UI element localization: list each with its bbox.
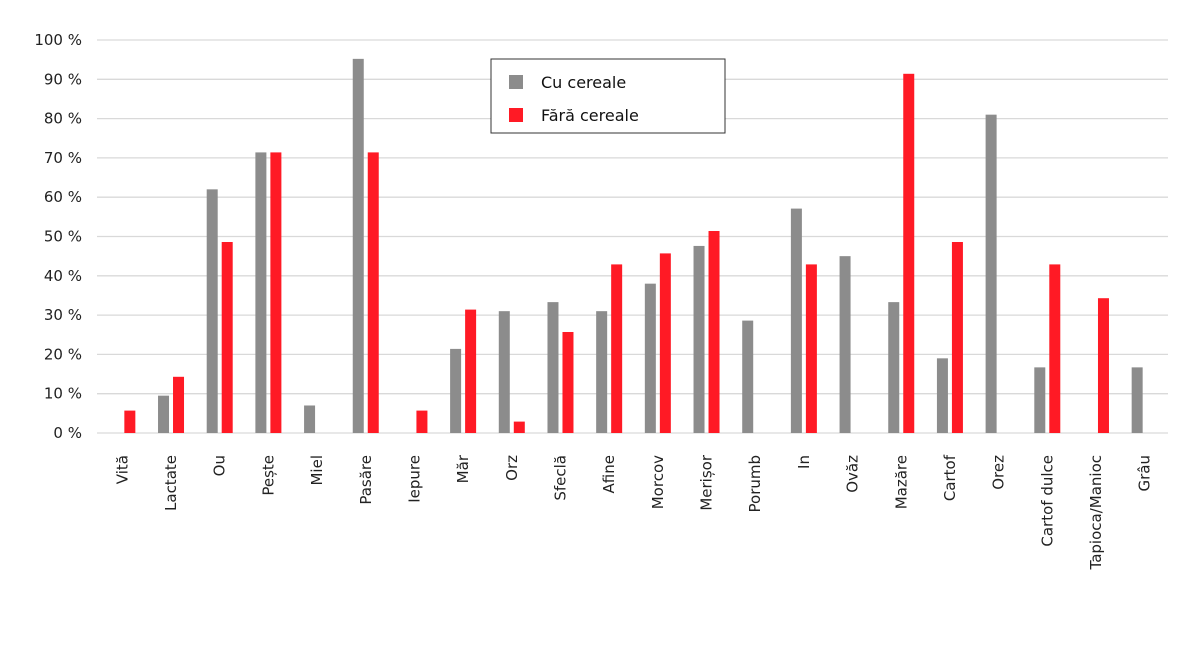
bar-fara-cereale (805, 264, 817, 433)
y-tick-label: 10 % (44, 385, 82, 403)
x-tick-label: In (795, 455, 813, 469)
bar-cu-cereale (644, 283, 656, 433)
x-tick-label: Miel (308, 455, 326, 486)
legend-box (490, 58, 726, 134)
bar-fara-cereale (659, 253, 671, 433)
x-tick-label: Tapioca/Manioc (1087, 455, 1105, 570)
bar-fara-cereale (367, 152, 379, 433)
bar-cu-cereale (596, 311, 608, 433)
x-tick-label: Morcov (649, 455, 667, 509)
bar-cu-cereale (790, 208, 802, 433)
bar-cu-cereale (888, 302, 900, 433)
x-tick-label: Cartof dulce (1038, 455, 1056, 547)
bar-cu-cereale (839, 256, 851, 433)
legend-label-fara-cereale: Fără cereale (541, 106, 639, 125)
bar-cu-cereale (352, 58, 364, 433)
bar-fara-cereale (416, 410, 428, 433)
y-axis-ticks: 0 % 10 % 20 % 30 % 40 % 50 % 60 % 70 % 80 % 90 % 1… (34, 31, 82, 442)
y-tick-label: 70 % (44, 149, 82, 167)
y-tick-label: 30 % (44, 306, 82, 324)
x-tick-label: Afine (600, 455, 618, 493)
bar-fara-cereale (562, 331, 574, 433)
bar-cu-cereale (1131, 367, 1143, 433)
x-tick-label: Ou (211, 455, 229, 476)
legend-swatch-cu-cereale (509, 75, 523, 89)
bar-fara-cereale (513, 421, 525, 433)
bar-fara-cereale (221, 242, 233, 433)
x-tick-label: Vită (113, 455, 131, 484)
bar-cu-cereale (1034, 367, 1046, 433)
y-tick-label: 40 % (44, 267, 82, 285)
bar-cu-cereale (693, 245, 705, 433)
x-tick-label: Orez (990, 455, 1008, 490)
legend-swatch-fara-cereale (509, 108, 523, 122)
x-axis-labels: Vită Lactate Ou Pește Miel Pasăre Iepure Măr Orz… (113, 454, 1153, 570)
x-tick-label: Lactate (162, 455, 180, 511)
bar-cu-cereale (742, 320, 754, 433)
x-tick-label: Iepure (405, 455, 423, 503)
bar-cu-cereale (255, 152, 267, 433)
bar-cu-cereale (450, 348, 462, 433)
bar-cu-cereale (936, 358, 948, 433)
bar-cu-cereale (304, 405, 316, 433)
x-tick-label: Ovăz (844, 455, 862, 493)
x-tick-label: Merișor (698, 454, 716, 510)
x-tick-label: Măr (454, 454, 472, 483)
y-tick-label: 80 % (44, 110, 82, 128)
bar-fara-cereale (270, 152, 282, 433)
bar-cu-cereale (985, 114, 997, 434)
bar-cu-cereale (206, 189, 218, 433)
x-tick-label: Sfeclă (551, 455, 569, 501)
bar-fara-cereale (903, 73, 915, 433)
legend: Cu cereale Fără cereale (490, 58, 726, 134)
bar-fara-cereale (465, 309, 477, 433)
y-tick-label: 60 % (44, 188, 82, 206)
bar-fara-cereale (124, 410, 136, 433)
bar-fara-cereale (1097, 298, 1109, 433)
bars (124, 58, 1143, 434)
bar-fara-cereale (611, 264, 623, 433)
x-tick-label: Mazăre (892, 455, 910, 509)
bar-fara-cereale (1049, 264, 1061, 433)
y-tick-label: 20 % (44, 345, 82, 363)
x-tick-label: Pește (259, 455, 277, 496)
y-tick-label: 0 % (53, 424, 82, 442)
x-tick-label: Pasăre (357, 455, 375, 505)
x-tick-label: Cartof (941, 454, 959, 501)
bar-cu-cereale (498, 311, 510, 433)
x-tick-label: Grâu (1136, 455, 1154, 492)
y-tick-label: 100 % (34, 31, 82, 49)
bar-fara-cereale (951, 242, 963, 433)
x-tick-label: Orz (503, 455, 521, 481)
bar-cu-cereale (547, 302, 559, 433)
legend-label-cu-cereale: Cu cereale (541, 73, 626, 92)
x-tick-label: Porumb (746, 455, 764, 513)
y-tick-label: 50 % (44, 228, 82, 246)
bar-cu-cereale (158, 395, 170, 433)
bar-fara-cereale (708, 230, 720, 433)
bar-fara-cereale (173, 376, 185, 433)
y-tick-label: 90 % (44, 70, 82, 88)
